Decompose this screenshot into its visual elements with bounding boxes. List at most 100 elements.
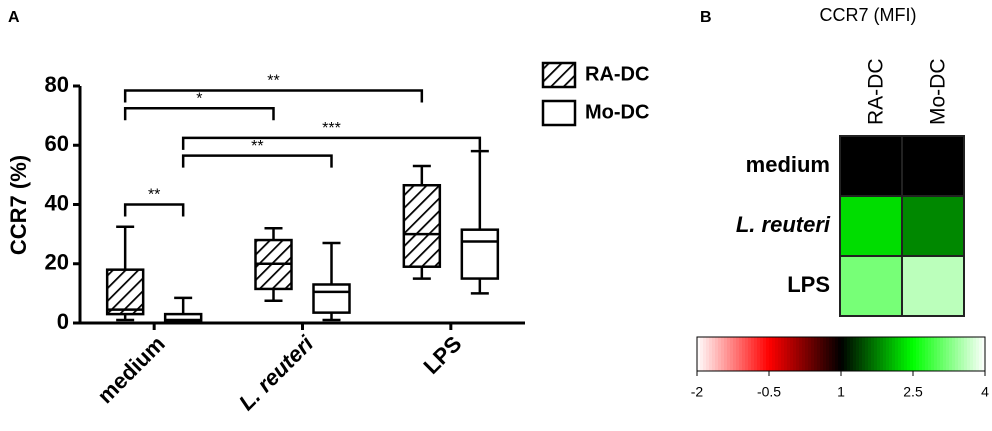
colorbar-step: [730, 337, 734, 371]
colorbar-step: [835, 337, 839, 371]
colorbar-tick-label: 1: [837, 384, 845, 400]
colorbar-step: [727, 337, 731, 371]
colorbar-step: [967, 337, 971, 371]
colorbar-tick-label: 4: [981, 384, 989, 400]
colorbar-step: [961, 337, 965, 371]
x-tick-label: LPS: [419, 331, 467, 379]
significance-label: **: [148, 187, 160, 204]
significance-label: **: [267, 73, 279, 90]
colorbar-step: [913, 337, 917, 371]
y-tick-label: 60: [45, 131, 69, 156]
y-tick-label: 20: [45, 250, 69, 275]
colorbar-step: [826, 337, 830, 371]
colorbar-step: [844, 337, 848, 371]
colorbar-step: [757, 337, 761, 371]
significance-label: ***: [322, 120, 341, 137]
colorbar-step: [715, 337, 719, 371]
colorbar-step: [874, 337, 878, 371]
colorbar-step: [832, 337, 836, 371]
colorbar-step: [811, 337, 815, 371]
x-tick-label: medium: [92, 331, 169, 408]
colorbar-step: [748, 337, 752, 371]
heatmap-cell: [839, 135, 903, 197]
colorbar-step: [952, 337, 956, 371]
colorbar-step: [706, 337, 710, 371]
box: [163, 312, 203, 324]
colorbar-step: [865, 337, 869, 371]
colorbar-step: [973, 337, 977, 371]
colorbar-step: [970, 337, 974, 371]
colorbar-step: [916, 337, 920, 371]
colorbar-step: [901, 337, 905, 371]
colorbar-step: [931, 337, 935, 371]
colorbar-step: [736, 337, 740, 371]
colorbar-step: [841, 337, 845, 371]
colorbar-step: [880, 337, 884, 371]
colorbar-step: [976, 337, 980, 371]
y-tick-label: 80: [45, 72, 69, 97]
colorbar-step: [883, 337, 887, 371]
colorbar-tick-label: 2.5: [903, 384, 923, 400]
colorbar-step: [793, 337, 797, 371]
significance-bracket: [181, 136, 482, 150]
colorbar-step: [823, 337, 827, 371]
colorbar-step: [763, 337, 767, 371]
colorbar-step: [943, 337, 947, 371]
colorbar-step: [853, 337, 857, 371]
colorbar-step: [709, 337, 713, 371]
colorbar-tick-label: -2: [691, 384, 704, 400]
colorbar-step: [940, 337, 944, 371]
significance-bracket: [123, 106, 275, 121]
x-tick-label: L. reuteri: [234, 330, 319, 415]
colorbar-tick-label: -0.5: [757, 384, 781, 400]
heatmap-cell: [901, 195, 965, 257]
colorbar-step: [895, 337, 899, 371]
colorbar-step: [946, 337, 950, 371]
colorbar-step: [814, 337, 818, 371]
significance-bracket: [181, 154, 333, 168]
colorbar-step: [820, 337, 824, 371]
row-label: LPS: [787, 272, 830, 297]
colorbar-step: [949, 337, 953, 371]
colorbar-step: [850, 337, 854, 371]
y-tick-label: 0: [57, 309, 69, 334]
colorbar-step: [889, 337, 893, 371]
colorbar-step: [781, 337, 785, 371]
colorbar-step: [790, 337, 794, 371]
column-label: RA-DC: [865, 59, 888, 126]
heatmap-cell: [901, 255, 965, 317]
colorbar-step: [712, 337, 716, 371]
colorbar-step: [769, 337, 773, 371]
legend-label: Mo-DC: [585, 101, 649, 123]
colorbar-step: [982, 337, 986, 371]
colorbar-step: [805, 337, 809, 371]
colorbar-step: [964, 337, 968, 371]
column-label: Mo-DC: [927, 59, 950, 126]
colorbar-step: [772, 337, 776, 371]
colorbar-step: [886, 337, 890, 371]
y-tick-label: 40: [45, 190, 69, 215]
colorbar-step: [934, 337, 938, 371]
legend-label: RA-DC: [585, 63, 649, 85]
colorbar-step: [829, 337, 833, 371]
colorbar-step: [892, 337, 896, 371]
box: [312, 283, 351, 314]
colorbar-step: [796, 337, 800, 371]
colorbar-step: [724, 337, 728, 371]
colorbar-step: [799, 337, 803, 371]
colorbar-step: [910, 337, 914, 371]
significance-label: **: [251, 138, 263, 155]
legend-swatch: [541, 61, 577, 89]
colorbar-step: [925, 337, 929, 371]
colorbar-step: [871, 337, 875, 371]
heatmap-cell: [839, 195, 903, 257]
y-axis-label: CCR7 (%): [6, 155, 31, 255]
colorbar-step: [703, 337, 707, 371]
heatmap-cell: [839, 255, 903, 317]
colorbar-step: [718, 337, 722, 371]
colorbar-step: [817, 337, 821, 371]
colorbar-step: [856, 337, 860, 371]
colorbar-step: [733, 337, 737, 371]
significance-bracket: [123, 203, 185, 217]
